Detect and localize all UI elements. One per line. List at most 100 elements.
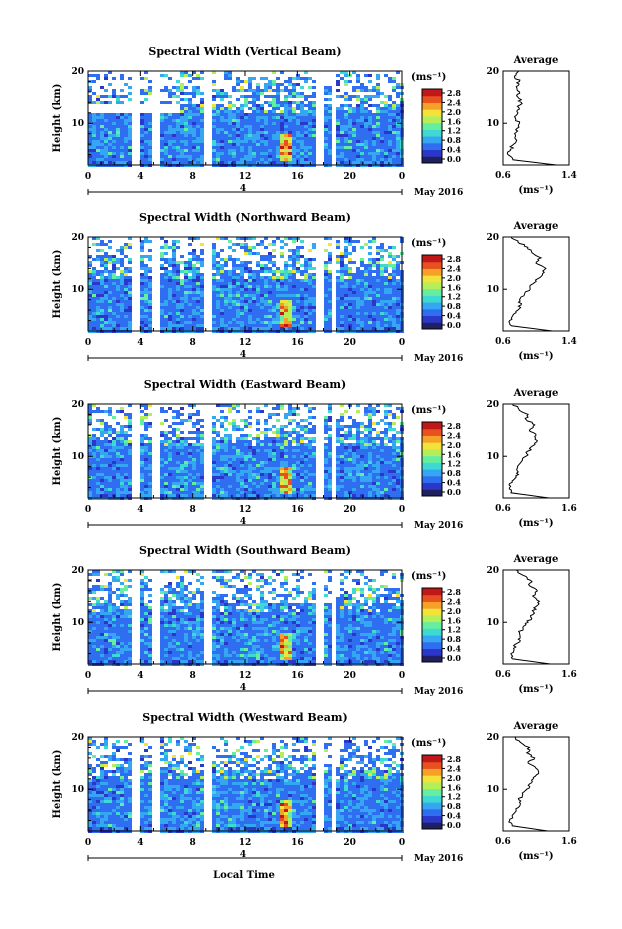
heatmap-cell (200, 128, 204, 131)
heatmap-cell (224, 128, 228, 131)
heatmap-cell (324, 261, 328, 264)
heatmap-cell (284, 303, 288, 306)
heatmap-cell (140, 485, 144, 488)
heatmap-cell (260, 410, 264, 413)
heatmap-cell (168, 261, 172, 264)
heatmap-cell (288, 318, 292, 321)
heatmap-cell (212, 494, 216, 497)
heatmap-cell (164, 155, 168, 158)
heatmap-cell (212, 485, 216, 488)
heatmap-cell (328, 137, 332, 140)
heatmap-cell (272, 291, 276, 294)
heatmap-cell (256, 243, 260, 246)
heatmap-cell (164, 158, 168, 161)
heatmap-cell (280, 318, 284, 321)
heatmap-cell (116, 315, 120, 318)
heatmap-cell (176, 470, 180, 473)
heatmap-cell (376, 155, 380, 158)
heatmap-cell (396, 134, 400, 137)
heatmap-cell (116, 128, 120, 131)
heatmap-cell (392, 77, 396, 80)
x-axis-label: Local Time (213, 870, 275, 881)
heatmap-cell (372, 318, 376, 321)
heatmap-cell (160, 482, 164, 485)
heatmap-cell (344, 80, 348, 83)
heatmap-cell (364, 149, 368, 152)
heatmap-cell (128, 425, 132, 428)
heatmap-cell (368, 261, 372, 264)
heatmap-cell (240, 294, 244, 297)
heatmap-cell (144, 267, 148, 270)
heatmap-cell (236, 143, 240, 146)
heatmap-cell (264, 119, 268, 122)
heatmap-cell (248, 267, 252, 270)
y-tick-label: 20 (71, 233, 84, 243)
heatmap-cell (212, 158, 216, 161)
heatmap-cell (232, 276, 236, 279)
heatmap-cell (168, 494, 172, 497)
heatmap-cell (108, 258, 112, 261)
heatmap-cell (232, 131, 236, 134)
heatmap-cell (100, 318, 104, 321)
heatmap-cell (244, 89, 248, 92)
heatmap-cell (192, 137, 196, 140)
heatmap-cell (140, 273, 144, 276)
heatmap-cell (304, 95, 308, 98)
profile-x-tick-label: 1.4 (561, 337, 577, 347)
heatmap-cell (288, 485, 292, 488)
heatmap-cell (120, 74, 124, 77)
heatmap-cell (260, 467, 264, 470)
heatmap-cell (228, 476, 232, 479)
heatmap-cell (372, 303, 376, 306)
heatmap-cell (112, 152, 116, 155)
heatmap-cell (248, 161, 252, 164)
heatmap-cell (288, 464, 292, 467)
heatmap-cell (268, 467, 272, 470)
heatmap-cell (380, 279, 384, 282)
heatmap-cell (392, 113, 396, 116)
heatmap-cell (196, 279, 200, 282)
heatmap-cell (100, 149, 104, 152)
heatmap-cell (212, 255, 216, 258)
heatmap-cell (288, 413, 292, 416)
heatmap-cell (88, 485, 92, 488)
heatmap-cell (112, 473, 116, 476)
heatmap-cell (216, 452, 220, 455)
heatmap-cell (340, 327, 344, 330)
heatmap-cell (196, 143, 200, 146)
heatmap-cell (140, 473, 144, 476)
heatmap-cell (240, 273, 244, 276)
heatmap-cell (352, 158, 356, 161)
heatmap-cell (120, 485, 124, 488)
heatmap-cell (380, 297, 384, 300)
heatmap (88, 71, 404, 167)
heatmap-cell (356, 240, 360, 243)
heatmap-cell (236, 327, 240, 330)
heatmap-cell (364, 158, 368, 161)
heatmap-cell (288, 324, 292, 327)
heatmap-cell (264, 83, 268, 86)
heatmap-cell (232, 249, 236, 252)
heatmap-cell (116, 297, 120, 300)
heatmap-cell (180, 303, 184, 306)
heatmap-cell (216, 297, 220, 300)
heatmap-cell (196, 131, 200, 134)
heatmap-cell (140, 243, 144, 246)
heatmap-cell (296, 237, 300, 240)
heatmap-cell (344, 122, 348, 125)
heatmap-cell (304, 443, 308, 446)
heatmap-cell (232, 134, 236, 137)
heatmap-cell (228, 134, 232, 137)
heatmap-cell (172, 249, 176, 252)
heatmap-cell (100, 491, 104, 494)
heatmap-cell (248, 315, 252, 318)
heatmap-cell (264, 327, 268, 330)
heatmap-cell (340, 318, 344, 321)
heatmap-cell (272, 80, 276, 83)
heatmap-cell (344, 155, 348, 158)
heatmap-cell (336, 243, 340, 246)
heatmap-cell (180, 413, 184, 416)
heatmap-cell (312, 107, 316, 110)
heatmap-cell (344, 83, 348, 86)
heatmap-cell (148, 152, 152, 155)
